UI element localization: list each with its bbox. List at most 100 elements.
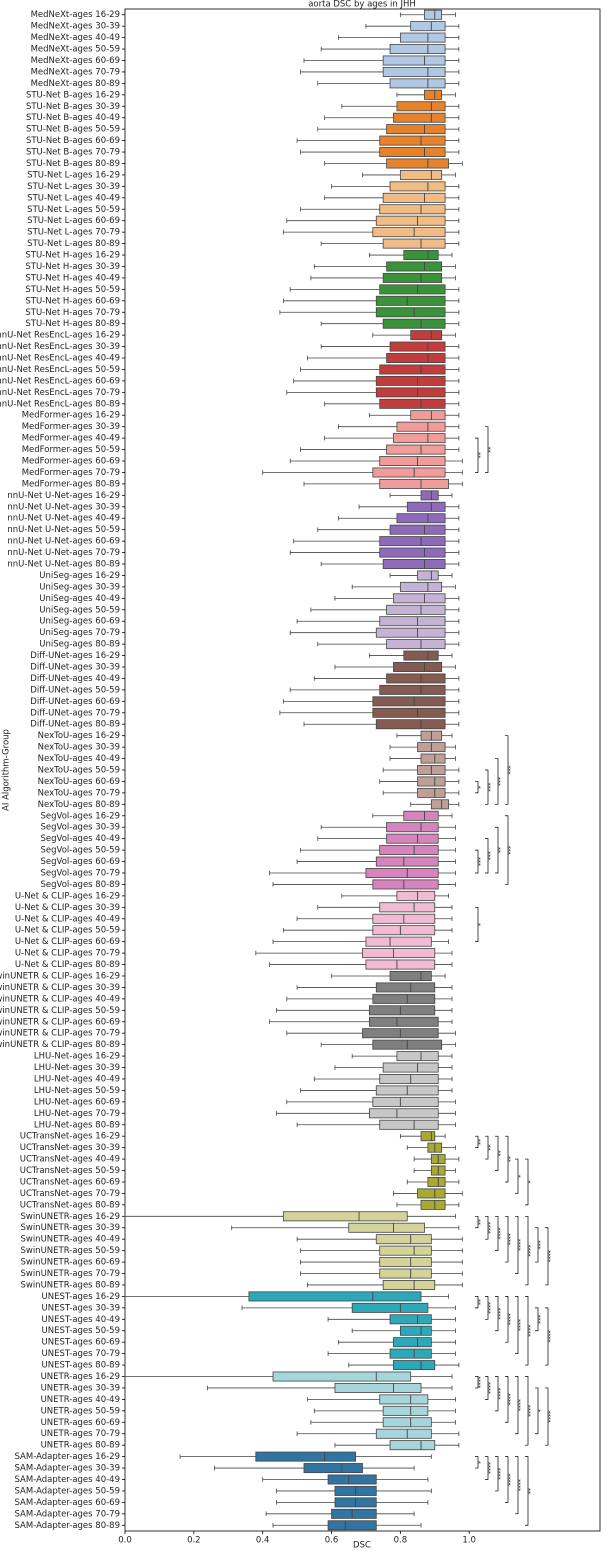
box: [282, 1211, 408, 1222]
significance-label: **: [508, 1156, 515, 1162]
significance-bracket: [475, 1135, 479, 1148]
significance-label: ****: [518, 1239, 525, 1251]
y-tick-label: UniSeg-ages 50-59: [39, 605, 120, 615]
y-tick-label: UCTransNet-ages 16-29: [20, 1132, 120, 1142]
significance-label: ****: [528, 1325, 535, 1337]
box: [362, 948, 436, 959]
box: [375, 387, 446, 398]
box: [372, 696, 446, 707]
box: [372, 1096, 439, 1107]
y-tick-label: nnU-Net ResEncL-ages 60-69: [0, 376, 120, 386]
box: [417, 1188, 446, 1199]
significance-label: *: [478, 923, 485, 926]
y-tick-label: MedFormer-ages 60-69: [22, 457, 120, 467]
y-tick-label: UCTransNet-ages 40-49: [20, 1155, 120, 1165]
y-tick-label: UNEST-ages 60-69: [42, 1338, 121, 1348]
significance-label: ***: [508, 846, 515, 855]
y-tick-label: UNETR-ages 80-89: [41, 1441, 120, 1451]
y-tick-label: SAM-Adapter-ages 70-79: [15, 1509, 121, 1519]
box: [406, 501, 446, 512]
significance-label: ****: [508, 1393, 515, 1405]
box: [375, 295, 446, 306]
significance-bracket: [485, 769, 489, 805]
y-tick-label: SAM-Adapter-ages 40-49: [15, 1475, 121, 1485]
box: [427, 1176, 446, 1187]
box: [327, 1520, 377, 1531]
y-tick-label: U-Net & CLIP-ages 16-29: [15, 891, 120, 901]
significance-label: **: [488, 1145, 495, 1151]
box: [379, 1394, 429, 1405]
y-tick-label: STU-Net L-ages 60-69: [27, 216, 120, 226]
y-tick-label: nnU-Net ResEncL-ages 80-89: [0, 399, 120, 409]
box: [389, 181, 446, 192]
box: [382, 318, 446, 329]
chart-title: aorta DSC by ages in JHH: [308, 0, 416, 10]
box: [399, 581, 443, 592]
box: [348, 1222, 425, 1233]
significance-label: ****: [548, 1411, 555, 1423]
y-tick-label: UCTransNet-ages 50-59: [20, 1166, 120, 1176]
box: [393, 1360, 436, 1371]
y-tick-label: STU-Net B-ages 70-79: [26, 148, 120, 158]
significance-label: **: [528, 1488, 535, 1494]
y-tick-label: MedFormer-ages 30-39: [22, 422, 120, 432]
box: [382, 66, 446, 77]
significance-label: ****: [478, 1376, 485, 1388]
y-tick-label: MedNeXt-ages 50-59: [31, 45, 120, 55]
significance-bracket: [485, 426, 489, 473]
box: [386, 444, 446, 455]
box: [327, 1474, 377, 1485]
significance-label: ****: [488, 1302, 495, 1314]
y-tick-label: MedNeXt-ages 40-49: [31, 33, 120, 43]
y-tick-label: SwinUNETR & CLIP-ages 16-29: [0, 971, 120, 981]
box: [410, 21, 446, 32]
y-tick-label: MedFormer-ages 16-29: [22, 411, 120, 421]
box: [379, 364, 446, 375]
box: [372, 925, 436, 936]
significance-bracket: [475, 1456, 479, 1469]
y-tick-label: STU-Net B-ages 16-29: [26, 90, 120, 100]
y-tick-label: UNEST-ages 70-79: [42, 1349, 121, 1359]
box: [372, 467, 446, 478]
box: [389, 1440, 436, 1451]
box: [417, 570, 439, 581]
x-axis-label: DSC: [353, 1541, 371, 1551]
box: [420, 1199, 446, 1210]
y-tick-label: STU-Net L-ages 30-39: [27, 182, 120, 192]
significance-bracket: [525, 1158, 529, 1206]
box: [399, 32, 446, 43]
y-tick-label: SAM-Adapter-ages 60-69: [15, 1498, 121, 1508]
y-tick-label: STU-Net L-ages 40-49: [27, 193, 120, 203]
significance-label: ***: [478, 857, 485, 866]
y-tick-label: SwinUNETR-ages 70-79: [20, 1269, 120, 1279]
y-tick-label: STU-Net B-ages 80-89: [26, 159, 120, 169]
y-tick-label: STU-Net H-ages 60-69: [25, 296, 120, 306]
box: [379, 845, 439, 856]
box: [420, 753, 446, 764]
significance-label: **: [488, 447, 495, 453]
significance-label: *: [538, 1409, 545, 1412]
significance-bracket: [485, 1456, 489, 1480]
y-tick-label: MedFormer-ages 70-79: [22, 468, 120, 478]
x-tick-label: 0.0: [118, 1536, 132, 1546]
box: [386, 261, 443, 272]
y-tick-label: SegVol-ages 80-89: [41, 880, 120, 890]
box: [386, 673, 446, 684]
significance-bracket: [545, 1387, 549, 1446]
y-tick-label: STU-Net L-ages 16-29: [27, 170, 120, 180]
significance-label: *: [478, 1461, 485, 1464]
significance-label: ****: [498, 1227, 505, 1239]
y-tick-label: STU-Net H-ages 50-59: [25, 285, 120, 295]
y-tick-label: nnU-Net ResEncL-ages 16-29: [0, 331, 120, 341]
box: [396, 890, 436, 901]
significance-bracket: [485, 1376, 489, 1400]
significance-label: ***: [508, 766, 515, 775]
significance-label: ****: [488, 1222, 495, 1234]
significance-bracket: [495, 1135, 499, 1171]
significance-label: **: [498, 1150, 505, 1156]
significance-label: ***: [488, 851, 495, 860]
box: [331, 1508, 377, 1519]
box: [417, 787, 446, 798]
y-tick-label: MedFormer-ages 80-89: [22, 479, 120, 489]
y-tick-label: NexToU-ages 60-69: [38, 777, 120, 787]
